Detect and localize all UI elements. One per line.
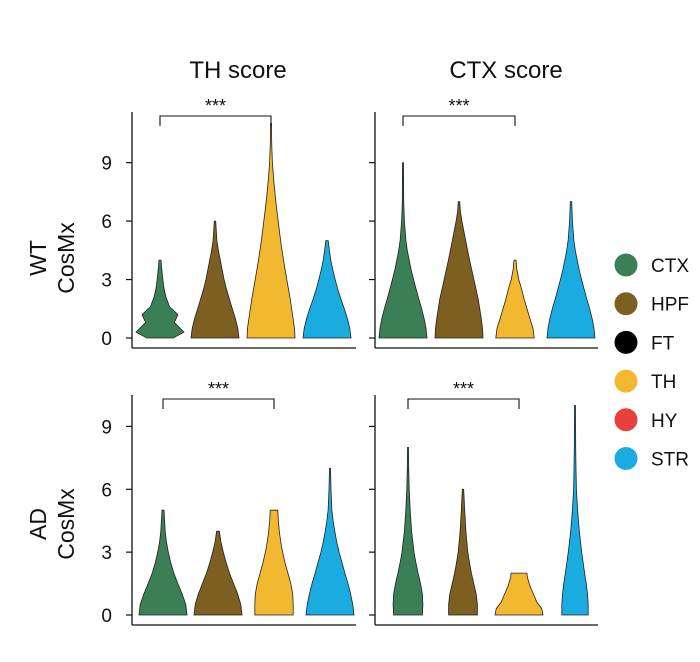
legend-label: HY — [651, 411, 678, 432]
legend-swatch — [614, 369, 638, 393]
panel-ad-th-score: 0 3 6 9 *** — [101, 379, 356, 627]
violin-hpf — [193, 530, 243, 616]
legend-label: STR — [651, 450, 689, 471]
significance-bracket — [407, 398, 520, 409]
legend-item-th: TH — [614, 369, 676, 393]
row-label-ad-line1: AD — [25, 508, 51, 540]
legend-swatch — [614, 253, 638, 277]
legend-label: TH — [651, 372, 676, 393]
column-title-ctx-score: CTX score — [449, 57, 562, 84]
row-label-wt-line1: WT — [25, 240, 51, 276]
y-tick-label: 3 — [101, 271, 112, 292]
violin-str — [561, 405, 589, 616]
column-title-th-score: TH score — [189, 57, 286, 84]
violin-hpf — [448, 488, 478, 616]
violin-ctx — [378, 162, 428, 339]
violin-str — [302, 240, 352, 339]
violin-panels: 0 3 6 9 *** *** 0 3 6 9 *** *** — [101, 96, 598, 627]
legend-swatch — [614, 447, 638, 470]
violin-str — [305, 467, 355, 616]
panel-wt-th-score: 0 3 6 9 *** — [101, 96, 356, 350]
significance-bracket — [159, 115, 272, 126]
significance-stars: *** — [208, 379, 229, 399]
violin-ctx — [392, 447, 424, 616]
significance-bracket — [162, 398, 275, 409]
legend-swatch — [614, 408, 638, 432]
y-tick-label: 9 — [101, 154, 112, 175]
legend-item-hpf: HPF — [614, 292, 689, 316]
violin-ctx — [138, 509, 188, 616]
y-tick-label: 3 — [101, 543, 112, 564]
legend-swatch — [614, 292, 638, 316]
significance-bracket — [402, 115, 516, 126]
legend: CTX HPF FT TH HY STR — [614, 253, 689, 471]
panel-wt-ctx-score: *** — [369, 96, 598, 349]
legend-item-ft: FT — [614, 330, 675, 354]
violin-th — [494, 572, 544, 616]
row-label-wt-line2: CosMx — [53, 222, 79, 294]
legend-item-ctx: CTX — [614, 253, 689, 277]
violin-ctx — [135, 259, 185, 339]
significance-stars: *** — [448, 96, 469, 116]
y-tick-label: 6 — [101, 212, 112, 233]
violin-str — [546, 201, 596, 339]
y-tick-label: 0 — [101, 329, 112, 350]
significance-stars: *** — [205, 96, 226, 116]
legend-item-hy: HY — [614, 408, 678, 432]
panel-ad-ctx-score: *** — [369, 379, 598, 626]
legend-swatch — [614, 330, 638, 354]
violin-th — [246, 123, 296, 339]
row-label-ad-line2: CosMx — [53, 488, 79, 560]
legend-label: HPF — [651, 295, 689, 316]
violin-th — [254, 509, 294, 616]
violin-hpf — [190, 220, 240, 339]
legend-label: CTX — [651, 256, 689, 277]
violin-th — [495, 259, 535, 339]
legend-label: FT — [651, 333, 675, 354]
y-tick-label: 6 — [101, 480, 112, 501]
violin-hpf — [434, 201, 484, 339]
y-tick-label: 9 — [101, 417, 112, 438]
legend-item-str: STR — [614, 447, 689, 471]
significance-stars: *** — [453, 379, 474, 399]
y-tick-label: 0 — [101, 606, 112, 627]
